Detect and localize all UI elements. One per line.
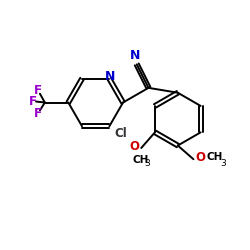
Text: F: F [29, 95, 37, 108]
Text: F: F [34, 84, 42, 97]
Text: 3: 3 [144, 159, 150, 168]
Text: F: F [34, 107, 42, 120]
Text: O: O [130, 140, 140, 153]
Text: O: O [195, 151, 205, 164]
Text: 3: 3 [220, 159, 226, 168]
Text: N: N [105, 70, 116, 83]
Text: CH: CH [207, 152, 223, 162]
Text: CH: CH [132, 155, 148, 165]
Text: N: N [130, 49, 140, 62]
Text: Cl: Cl [114, 126, 127, 140]
